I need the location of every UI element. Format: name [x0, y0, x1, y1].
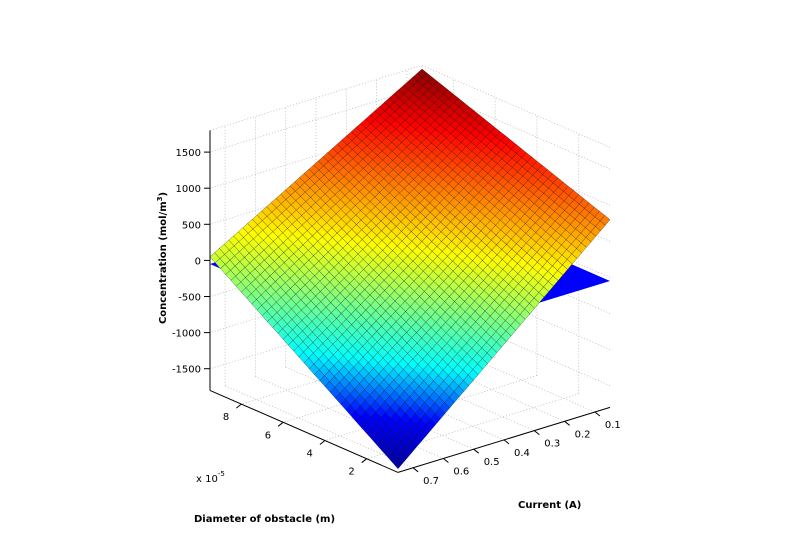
z-tick-label: 500: [182, 220, 201, 231]
y-tick: [277, 421, 284, 427]
x-tick: [443, 458, 449, 463]
floor-grid-line: [255, 376, 444, 459]
tick-labels: 0.1 0.2 0.3 0.4 0.5 0.6 0.7 2 4 6 8 -1500 -1000 -500 0…: [172, 148, 621, 487]
floor-grid-line: [324, 375, 538, 441]
y-tick-label: 8: [223, 412, 229, 423]
x-tick-label: 0.4: [514, 448, 530, 459]
y-tick: [235, 403, 242, 409]
box-edge: [209, 65, 423, 131]
x-tick-label: 0.1: [605, 420, 621, 431]
z-axis-title: Concentration (mol/m3): [156, 192, 169, 324]
x-tick-label: 0.7: [423, 476, 439, 487]
x-tick-label: 0.5: [484, 457, 500, 468]
x-tick: [564, 420, 570, 426]
y-tick: [319, 440, 326, 445]
surface-facet: [417, 68, 428, 78]
z-tick-label: -500: [178, 293, 201, 304]
y-tick-label: 6: [265, 430, 271, 441]
x-axis-title: Current (A): [518, 500, 581, 511]
x-tick-label: 0.2: [575, 429, 591, 440]
x-tick: [412, 467, 419, 473]
x-tick: [594, 411, 601, 417]
y-axis-title: Diameter of obstacle (m): [194, 514, 335, 525]
z-tick-label: 1500: [176, 148, 201, 159]
y-tick-label: 2: [348, 467, 354, 478]
floor-grid-line: [366, 393, 579, 460]
floor-grid-line: [406, 329, 596, 413]
z-tick-label: -1000: [172, 329, 201, 340]
colored-mesh-surface: [209, 68, 611, 470]
y-axis-multiplier: x 10-5: [196, 470, 225, 485]
x-tick: [533, 430, 540, 435]
x-tick-label: 0.6: [453, 467, 469, 478]
y-tick: [361, 458, 368, 464]
axes: [204, 130, 611, 473]
wall-grid-line: [421, 86, 611, 170]
z-tick-label: 1000: [176, 184, 201, 195]
z-tick-label: -1500: [172, 365, 201, 376]
x-tick: [473, 448, 480, 454]
floor-grid-line: [224, 385, 414, 469]
y-tick-label: 4: [307, 449, 313, 460]
x-tick: [503, 439, 510, 445]
wall-grid-line: [209, 86, 423, 153]
box-edge: [421, 65, 611, 148]
z-tick-label: 0: [195, 256, 201, 267]
wall-grid-line: [421, 303, 611, 387]
x-tick-label: 0.3: [544, 439, 560, 450]
